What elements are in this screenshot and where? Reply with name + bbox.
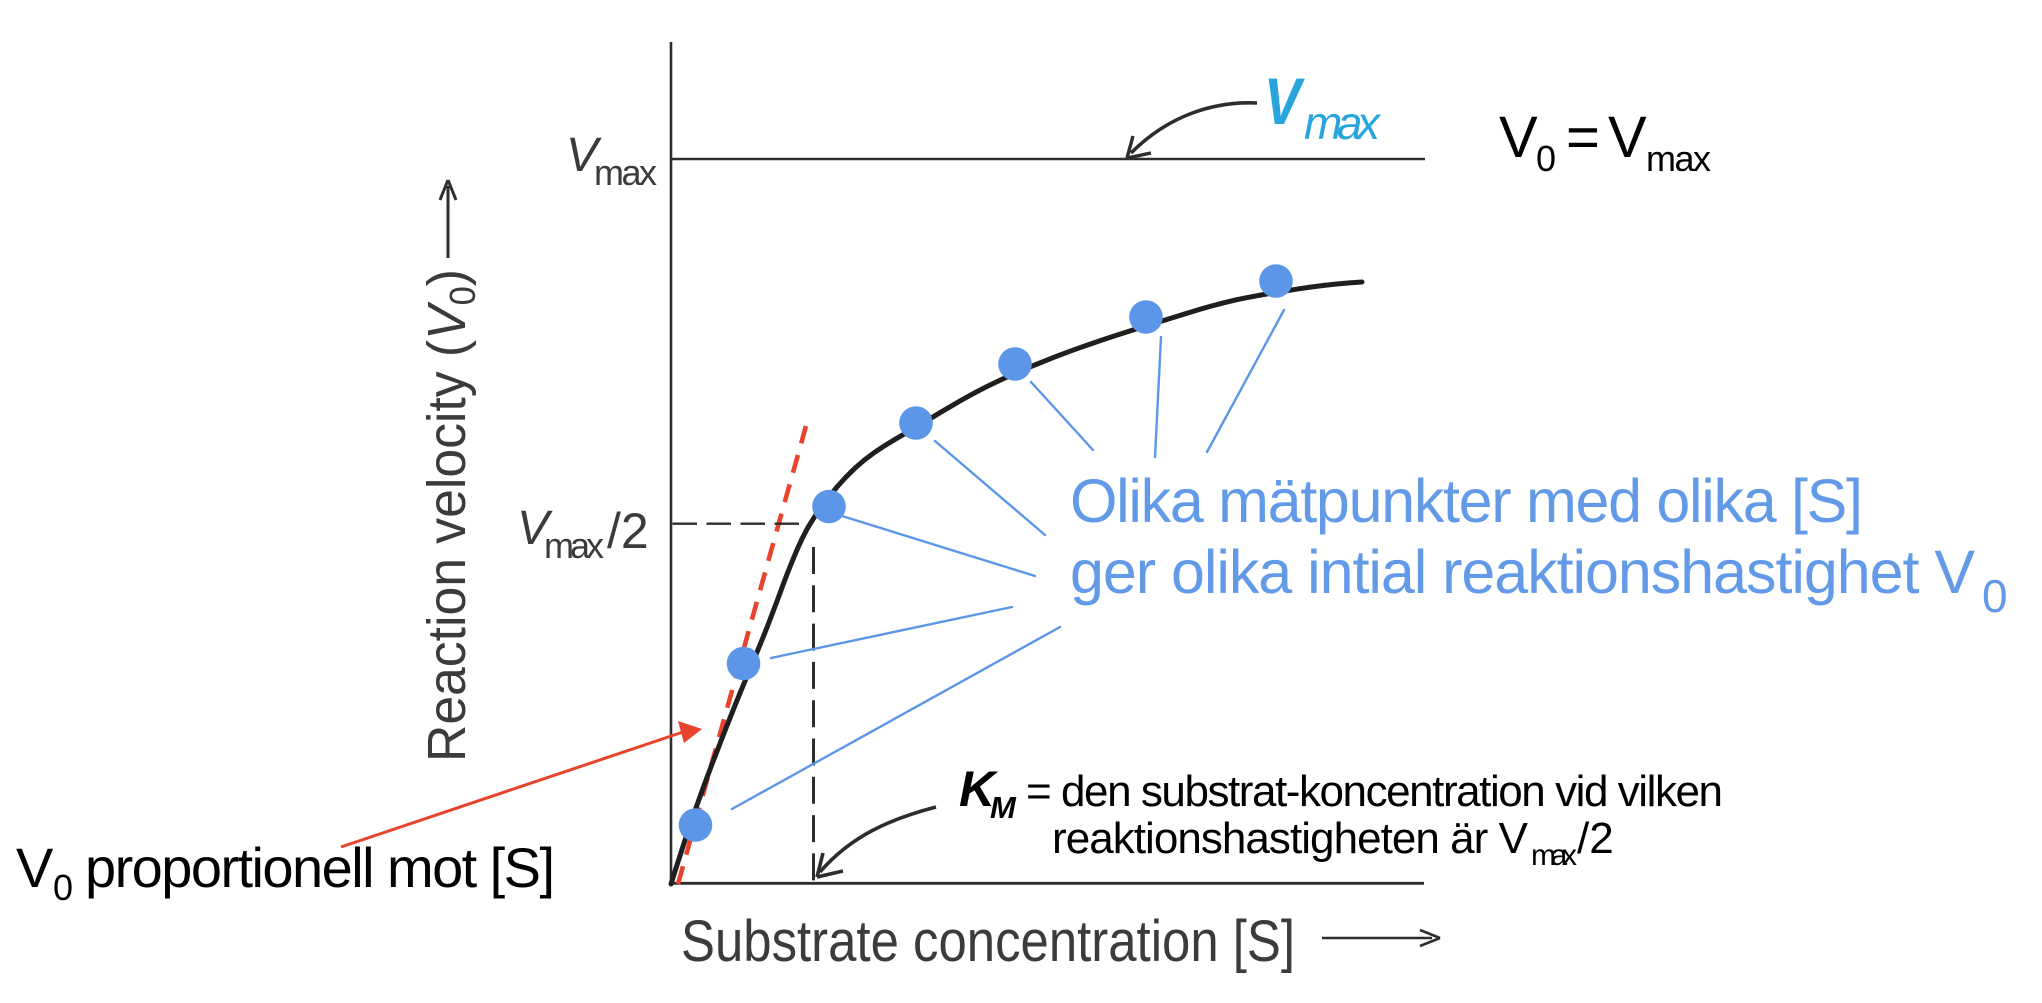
- svg-text:max: max: [1304, 97, 1382, 149]
- svg-text:=: =: [1566, 105, 1600, 170]
- svg-text:0: 0: [53, 867, 73, 908]
- svg-text:= den substrat-koncentration v: = den substrat-koncentration vid vilken: [1026, 767, 1723, 816]
- svg-text:M: M: [990, 790, 1017, 825]
- svg-text:V: V: [1499, 105, 1538, 170]
- svg-text:max: max: [1646, 138, 1711, 179]
- svg-text:Substrate concentration [S]: Substrate concentration [S]: [681, 909, 1295, 974]
- svg-text:Reaction velocity (V0): Reaction velocity (V0): [417, 269, 483, 762]
- svg-text:max: max: [544, 525, 604, 566]
- svg-text:K: K: [959, 761, 999, 817]
- svg-text:/2: /2: [1577, 814, 1614, 863]
- svg-text:Olika mätpunkter med olika [S]: Olika mätpunkter med olika [S]: [1070, 467, 1863, 535]
- svg-text:0: 0: [1982, 570, 2008, 622]
- svg-text:ger olika intial reaktionshast: ger olika intial reaktionshastighet V: [1070, 538, 1975, 606]
- svg-text:V: V: [1608, 105, 1647, 170]
- svg-text:0: 0: [1536, 138, 1556, 179]
- svg-text:V: V: [16, 836, 54, 899]
- svg-text:max: max: [1531, 839, 1577, 872]
- svg-text:proportionell mot [S]: proportionell mot [S]: [85, 836, 555, 899]
- svg-text:V: V: [566, 129, 602, 182]
- svg-text:V: V: [517, 502, 553, 555]
- svg-text:V: V: [1264, 64, 1305, 138]
- svg-text:max: max: [594, 152, 657, 193]
- svg-text:/2: /2: [607, 503, 649, 559]
- svg-text:reaktionshastigheten är V: reaktionshastigheten är V: [1052, 814, 1529, 863]
